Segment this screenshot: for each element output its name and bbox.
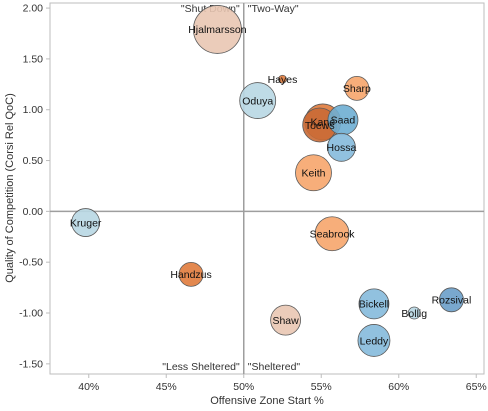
y-tick-label: 1.50: [23, 53, 44, 65]
point-oduya: [239, 82, 277, 119]
plot-frame: [49, 2, 485, 375]
y-axis-label: Quality of Competition (Corsi Rel QoC): [4, 93, 16, 283]
y-tick-label: 2.00: [23, 3, 44, 15]
point-label-bollig: Bollig: [401, 308, 427, 320]
x-tick-label: 40%: [78, 381, 99, 393]
reference-lines: [50, 3, 484, 374]
point-sharp: [344, 75, 370, 101]
y-tick-label: -1.50: [19, 358, 43, 370]
point-label-hossa: Hossa: [327, 142, 357, 154]
point-rozsival: [439, 287, 464, 313]
quadrant-label-top-right: "Two-Way": [248, 3, 299, 15]
point-handzus: [178, 261, 204, 287]
x-axis-label: Offensive Zone Start %: [210, 395, 324, 407]
point-label-toews: Toews: [305, 120, 335, 132]
point-label-saad: Saad: [331, 115, 356, 127]
point-hjalmarsson: [192, 5, 242, 54]
x-axis-ticks: 40% 45% 50% 55% 60% 65%: [78, 374, 487, 393]
point-keith: [295, 154, 332, 192]
point-kruger: [71, 208, 101, 237]
quadrant-label-bottom-left: "Less Sheltered": [162, 361, 240, 373]
point-label-shaw: Shaw: [272, 315, 299, 327]
point-shaw: [270, 304, 302, 336]
point-leddy: [357, 324, 391, 357]
point-label-sharp: Sharp: [343, 83, 371, 95]
point-label-kane: Kane: [311, 117, 336, 129]
point-label-handzus: Handzus: [170, 269, 211, 281]
point-label-hayes: Hayes: [268, 74, 298, 86]
x-tick-label: 65%: [466, 381, 487, 393]
point-hossa: [326, 132, 356, 162]
point-label-oduya: Oduya: [242, 95, 273, 107]
y-tick-label: 0.50: [23, 155, 44, 167]
quadrant-label-bottom-right: "Sheltered": [248, 361, 301, 373]
x-tick-label: 55%: [311, 381, 332, 393]
point-label-keith: Keith: [302, 168, 326, 180]
point-label-leddy: Leddy: [360, 335, 389, 347]
point-label-rozsival: Rozsival: [432, 295, 472, 307]
y-tick-label: 0.00: [23, 206, 44, 218]
y-tick-label: -1.00: [19, 308, 43, 320]
data-points: [71, 5, 464, 357]
point-bollig: [407, 306, 421, 320]
x-tick-label: 45%: [156, 381, 177, 393]
point-seabrook: [314, 216, 350, 252]
y-tick-label: -0.50: [19, 257, 43, 269]
point-label-bickell: Bickell: [359, 299, 389, 311]
point-label-hjalmarsson: Hjalmarsson: [188, 24, 247, 36]
y-tick-label: 1.00: [23, 104, 44, 116]
x-tick-label: 60%: [388, 381, 409, 393]
point-bickell: [358, 288, 390, 320]
y-axis-ticks: 2.00 1.50 1.00 0.50 0.00 -0.50 -1.00 -1.50: [19, 3, 50, 370]
x-tick-label: 50%: [233, 381, 254, 393]
point-label-seabrook: Seabrook: [310, 229, 356, 241]
point-label-kruger: Kruger: [70, 217, 102, 229]
point-hayes: [278, 74, 287, 84]
